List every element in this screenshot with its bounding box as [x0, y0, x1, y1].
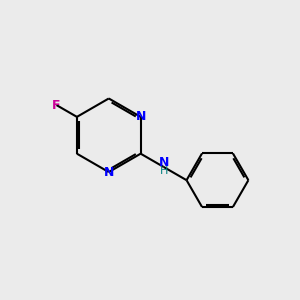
Text: N: N [158, 156, 169, 169]
Text: N: N [136, 110, 146, 123]
Text: N: N [103, 166, 114, 178]
Text: F: F [52, 99, 61, 112]
Text: H: H [159, 166, 168, 176]
